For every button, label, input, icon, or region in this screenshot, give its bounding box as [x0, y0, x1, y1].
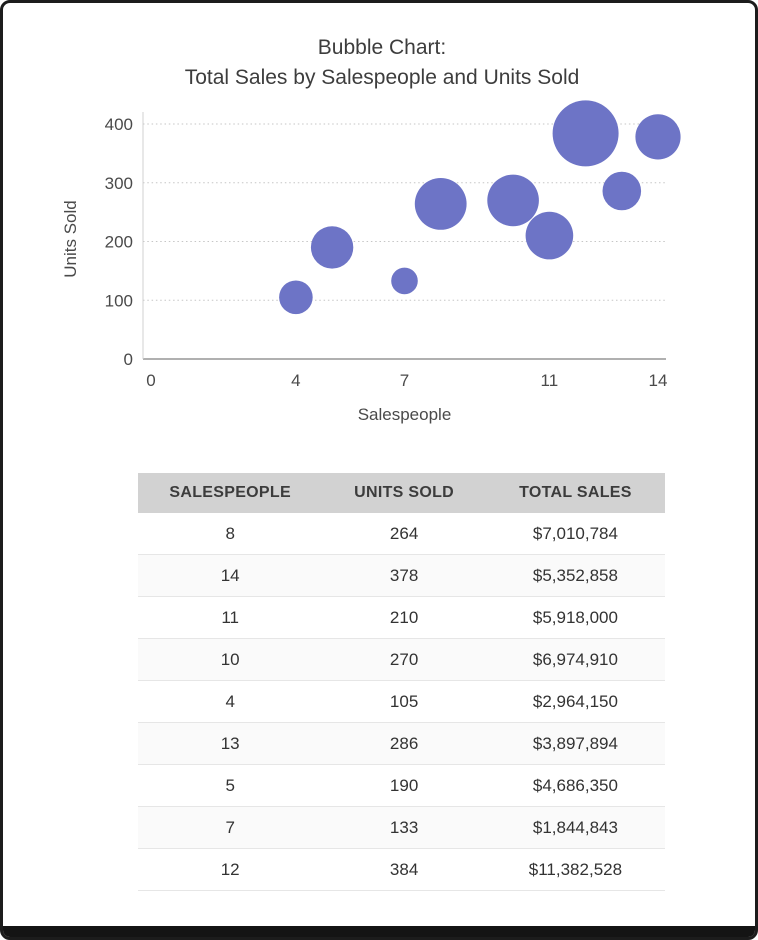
table-cell: 5 — [138, 764, 323, 807]
bubble — [602, 171, 642, 211]
table-cell: 264 — [322, 513, 486, 555]
table-cell: 286 — [322, 722, 486, 765]
chart-title: Bubble Chart: Total Sales by Salespeople… — [3, 33, 755, 94]
table-row: 14 378 $5,352,858 — [138, 554, 665, 597]
table-cell: 11 — [138, 596, 323, 639]
bubble — [279, 280, 313, 315]
bubble — [310, 226, 354, 269]
table-cell: $3,897,894 — [485, 722, 665, 765]
y-tick-label: 200 — [105, 233, 133, 252]
x-tick-label: 14 — [649, 371, 668, 390]
bubble — [552, 100, 619, 167]
x-tick-label: 4 — [291, 371, 300, 390]
column-header-total-sales: TOTAL SALES — [485, 473, 665, 513]
table-cell: 384 — [322, 848, 486, 891]
table-cell: 4 — [138, 680, 323, 723]
table-row: 5 190 $4,686,350 — [138, 764, 665, 807]
y-tick-label: 100 — [105, 291, 133, 310]
y-tick-label: 400 — [105, 115, 133, 134]
y-tick-label: 300 — [105, 174, 133, 193]
bubble — [635, 114, 681, 160]
x-axis-label: Salespeople — [357, 405, 452, 424]
table-header-row: SALESPEOPLE UNITS SOLD TOTAL SALES — [138, 473, 665, 513]
y-axis-label: Units Sold — [61, 200, 80, 278]
y-tick-label: 0 — [124, 350, 133, 369]
table-cell: $2,964,150 — [485, 680, 665, 723]
table-cell: $11,382,528 — [485, 848, 665, 891]
table-cell: 378 — [322, 554, 486, 597]
table-cell: 13 — [138, 722, 323, 765]
table-cell: 190 — [322, 764, 486, 807]
table-cell: $1,844,843 — [485, 806, 665, 849]
x-tick-label: 7 — [400, 371, 409, 390]
table-row: 8 264 $7,010,784 — [138, 513, 665, 555]
chart-title-line2: Total Sales by Salespeople and Units Sol… — [184, 66, 580, 90]
bubble — [525, 211, 574, 260]
table-row: 11 210 $5,918,000 — [138, 596, 665, 639]
data-table-container: SALESPEOPLE UNITS SOLD TOTAL SALES 8 264 $… — [138, 473, 665, 891]
table-cell: $6,974,910 — [485, 638, 665, 681]
column-header-units-sold: UNITS SOLD — [322, 473, 486, 513]
frame-bottom-bar — [3, 926, 755, 937]
table-cell: $7,010,784 — [485, 513, 665, 555]
chart-title-line1: Bubble Chart: — [317, 36, 447, 59]
bubble — [487, 174, 539, 227]
table-cell: 10 — [138, 638, 323, 681]
table-cell: $5,918,000 — [485, 596, 665, 639]
table-cell: 14 — [138, 554, 323, 597]
table-cell: 7 — [138, 806, 323, 849]
table-cell: 8 — [138, 513, 323, 555]
bubble — [391, 267, 418, 295]
table-cell: 210 — [322, 596, 486, 639]
x-tick-label: 0 — [146, 371, 155, 390]
table-cell: $4,686,350 — [485, 764, 665, 807]
table-row: 7 133 $1,844,843 — [138, 806, 665, 849]
table-cell: $5,352,858 — [485, 554, 665, 597]
bubble — [414, 178, 467, 230]
table-cell: 133 — [322, 806, 486, 849]
table-row: 4 105 $2,964,150 — [138, 680, 665, 723]
table-cell: 12 — [138, 848, 323, 891]
table-row: 10 270 $6,974,910 — [138, 638, 665, 681]
table-cell: 105 — [322, 680, 486, 723]
table-row: 13 286 $3,897,894 — [138, 722, 665, 765]
table-cell: 270 — [322, 638, 486, 681]
sales-table: SALESPEOPLE UNITS SOLD TOTAL SALES 8 264 $… — [138, 473, 665, 891]
bubble-chart: 0 100 200 300 400 0 4 7 11 14 — [105, 100, 681, 390]
table-row: 12 384 $11,382,528 — [138, 848, 665, 891]
column-header-salespeople: SALESPEOPLE — [138, 473, 323, 513]
x-tick-label: 11 — [541, 371, 559, 390]
